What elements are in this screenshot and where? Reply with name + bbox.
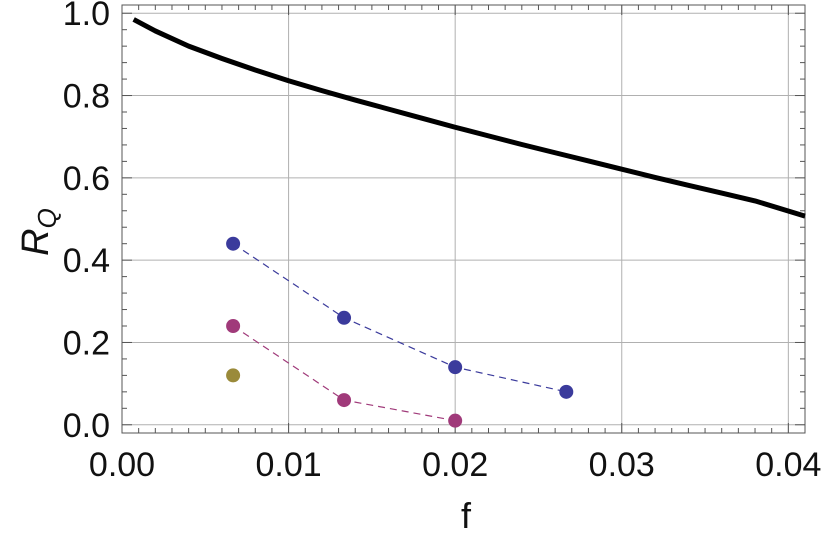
x-tick-label: 0.01 bbox=[255, 446, 321, 484]
y-tick-label: 0.4 bbox=[63, 242, 110, 280]
minor-ticks bbox=[121, 5, 806, 433]
x-tick-label: 0.00 bbox=[89, 446, 155, 484]
series-1-point bbox=[226, 236, 241, 251]
series-1-point bbox=[448, 360, 463, 375]
main-curve bbox=[132, 17, 806, 219]
series-3-point bbox=[226, 368, 241, 383]
y-axis-title-subscript: Q bbox=[32, 208, 62, 228]
y-axis-title-main: R bbox=[15, 228, 57, 255]
y-tick-label: 0.8 bbox=[63, 78, 110, 116]
x-axis-title: f bbox=[461, 495, 472, 536]
series-layer bbox=[226, 236, 574, 428]
x-tick-label: 0.03 bbox=[589, 446, 655, 484]
series-1-point bbox=[337, 310, 352, 325]
x-tick-label: 0.04 bbox=[755, 446, 821, 484]
series-1-point bbox=[559, 384, 574, 399]
series-2-point bbox=[226, 319, 241, 333]
x-tick-label: 0.02 bbox=[422, 446, 488, 484]
y-tick-label: 0.0 bbox=[63, 407, 110, 445]
curve-layer bbox=[132, 17, 806, 219]
y-tick-label: 0.6 bbox=[63, 160, 110, 198]
tick-labels: 0.00 0.01 0.02 0.03 0.04 0.0 0.2 0.4 0.6 0.8 1.0 bbox=[63, 0, 822, 484]
y-tick-label: 1.0 bbox=[63, 0, 110, 33]
y-axis-title: RQ bbox=[15, 208, 62, 256]
series-2-point bbox=[448, 413, 463, 428]
y-tick-label: 0.2 bbox=[63, 324, 110, 362]
series-2-point bbox=[337, 393, 352, 408]
series-1-line bbox=[232, 243, 567, 393]
plot-frame bbox=[121, 4, 806, 434]
grid-lines bbox=[122, 5, 805, 433]
